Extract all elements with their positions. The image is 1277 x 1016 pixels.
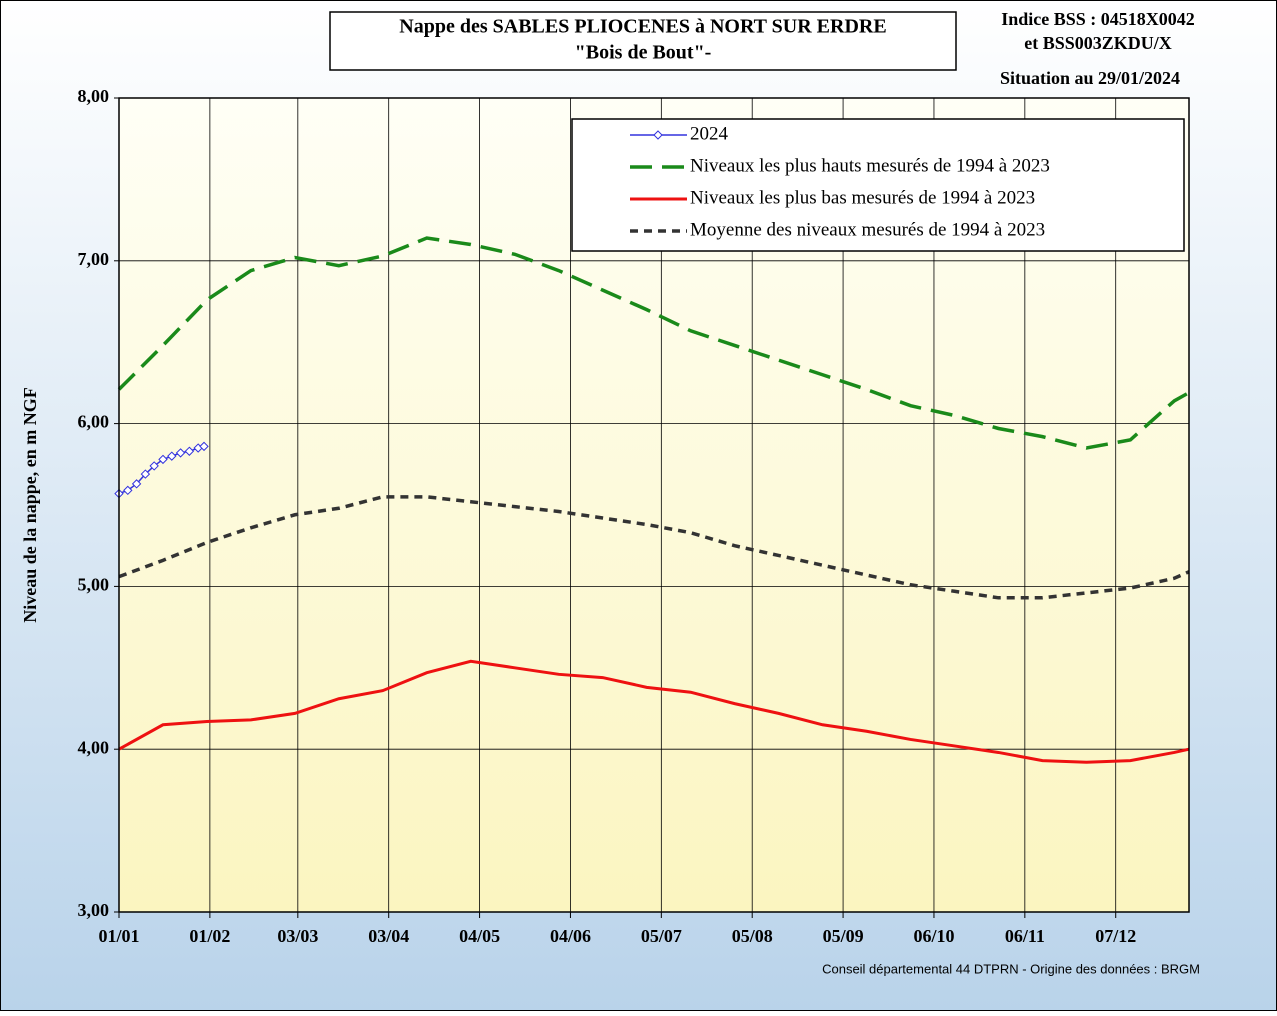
legend-label: Niveaux les plus bas mesurés de 1994 à 2… — [690, 187, 1035, 208]
plot-frame — [118, 97, 1190, 913]
x-tick-label: 03/03 — [277, 926, 318, 946]
series-line — [117, 236, 1190, 450]
annotation: Indice BSS : 04518X0042 — [1001, 9, 1195, 29]
x-tick-label: 03/04 — [368, 926, 409, 946]
x-tick-label: 06/10 — [913, 926, 954, 946]
marker — [175, 448, 186, 458]
x-tick-label: 01/02 — [189, 926, 230, 946]
legend-marker — [653, 130, 663, 140]
footer: Conseil départemental 44 DTPRN - Origine… — [822, 961, 1200, 976]
y-axis-label: Niveau de la nappe, en m NGF — [20, 387, 40, 623]
marker — [158, 454, 168, 465]
y-tick-label: 7,00 — [78, 249, 110, 269]
x-tick-label: 06/11 — [1005, 926, 1045, 946]
legend-label: 2024 — [690, 123, 729, 144]
x-tick-label: 05/07 — [641, 926, 682, 946]
marker — [184, 446, 195, 456]
legend-label: Moyenne des niveaux mesurés de 1994 à 20… — [690, 219, 1045, 240]
title-box — [329, 11, 957, 71]
chart-subtitle: "Bois de Bout"- — [575, 42, 712, 64]
series-line — [118, 495, 1190, 600]
annotation: et BSS003ZKDU/X — [1024, 33, 1172, 53]
legend-label: Niveaux les plus hauts mesurés de 1994 à… — [690, 155, 1050, 176]
x-tick-label: 01/01 — [98, 926, 139, 946]
y-tick-label: 8,00 — [78, 86, 110, 106]
legend-box — [571, 118, 1185, 252]
y-tick-label: 6,00 — [78, 412, 110, 432]
marker — [199, 441, 209, 452]
marker — [131, 479, 142, 489]
x-tick-label: 05/09 — [823, 926, 864, 946]
marker — [123, 485, 133, 496]
marker — [140, 469, 151, 479]
y-tick-label: 3,00 — [78, 900, 110, 920]
y-tick-label: 5,00 — [78, 575, 110, 595]
x-tick-label: 07/12 — [1095, 926, 1136, 946]
marker — [149, 461, 159, 471]
annotation: Situation au 29/01/2024 — [1000, 68, 1180, 88]
chart-title: Nappe des SABLES PLIOCENES à NORT SUR ER… — [399, 16, 886, 38]
marker — [167, 451, 177, 461]
x-tick-label: 04/05 — [459, 926, 500, 946]
series-line — [118, 659, 1190, 764]
x-tick-label: 04/06 — [550, 926, 591, 946]
y-tick-label: 4,00 — [78, 737, 110, 757]
x-tick-label: 05/08 — [732, 926, 773, 946]
